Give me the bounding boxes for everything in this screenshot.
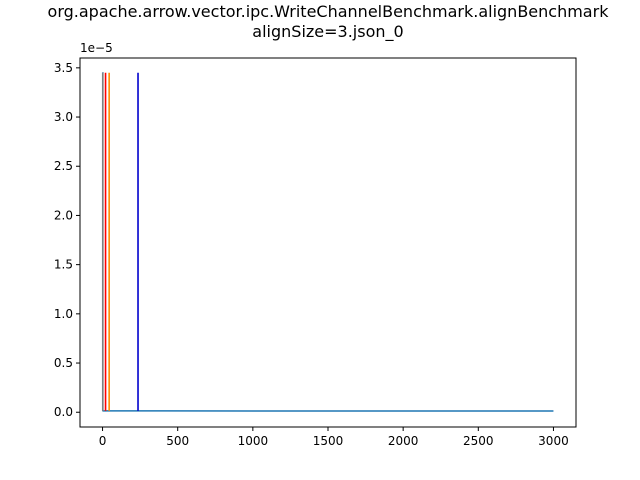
y-axis: 0.0 0.5 1.0 1.5 2.0 2.5 3.0 3.5 — [54, 61, 80, 419]
y-tick-label: 3.0 — [54, 110, 73, 124]
y-tick-label: 2.5 — [54, 159, 73, 173]
y-tick-label: 0.0 — [54, 405, 73, 419]
x-tick-label: 1500 — [313, 434, 344, 448]
y-tick-label: 1.0 — [54, 307, 73, 321]
y-tick-label: 0.5 — [54, 356, 73, 370]
y-axis-offset-label: 1e−5 — [80, 41, 113, 55]
x-axis: 0 500 1000 1500 2000 2500 3000 — [99, 427, 569, 448]
axes-frame — [79, 57, 577, 428]
x-tick-label: 500 — [166, 434, 189, 448]
chart-title-line-1: org.apache.arrow.vector.ipc.WriteChannel… — [48, 2, 610, 21]
plot-area — [101, 72, 554, 412]
chart-title-line-2: alignSize=3.json_0 — [252, 22, 403, 42]
x-tick-label: 3000 — [538, 434, 569, 448]
x-tick-label: 2000 — [388, 434, 419, 448]
y-tick-label: 2.0 — [54, 208, 73, 222]
x-tick-label: 2500 — [463, 434, 494, 448]
x-tick-label: 1000 — [238, 434, 269, 448]
y-tick-label: 1.5 — [54, 258, 73, 272]
x-tick-label: 0 — [99, 434, 107, 448]
series-line-0 — [101, 72, 554, 412]
y-tick-label: 3.5 — [54, 61, 73, 75]
